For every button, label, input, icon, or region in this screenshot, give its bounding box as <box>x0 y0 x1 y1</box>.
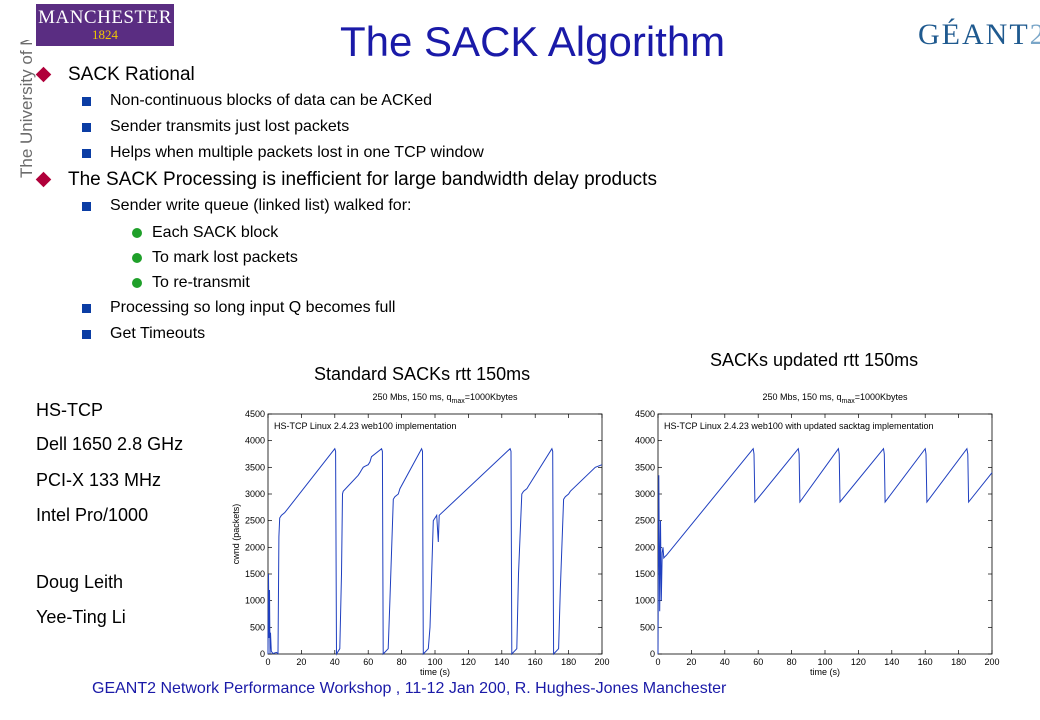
chart-title: 250 Mbs, 150 ms, qmax=1000Kbytes <box>762 392 908 405</box>
y-tick-label: 3500 <box>245 462 265 472</box>
x-tick-label: 160 <box>528 657 543 667</box>
manchester-logo-year: 1824 <box>92 27 118 42</box>
x-tick-label: 100 <box>817 657 832 667</box>
geant-logo: GÉANT2 <box>918 18 1040 52</box>
square-bullet-icon <box>82 123 91 132</box>
x-axis-label: time (s) <box>420 667 450 677</box>
side-info-line: Doug Leith <box>36 572 124 592</box>
x-tick-label: 120 <box>851 657 866 667</box>
bullet-text: Each SACK block <box>152 224 279 241</box>
y-tick-label: 0 <box>650 649 655 659</box>
y-tick-label: 2000 <box>635 542 655 552</box>
side-info-line: PCI-X 133 MHz <box>36 470 162 490</box>
manchester-logo-text: MANCHESTER <box>38 7 172 28</box>
chart-legend: HS-TCP Linux 2.4.23 web100 with updated … <box>664 421 934 431</box>
y-tick-label: 3000 <box>635 489 655 499</box>
x-tick-label: 20 <box>296 657 306 667</box>
side-info-line: Yee-Ting Li <box>36 607 126 627</box>
cwnd-chart-standard: 250 Mbs, 150 ms, qmax=1000Kbytes 0 20 40 60 8… <box>231 392 610 677</box>
x-tick-label: 0 <box>265 657 270 667</box>
chart-legend: HS-TCP Linux 2.4.23 web100 implementatio… <box>274 421 456 431</box>
y-tick-label: 2000 <box>245 542 265 552</box>
square-bullet-icon <box>82 202 91 211</box>
y-tick-label: 1500 <box>635 569 655 579</box>
geant-logo-text: GÉANT <box>918 18 1030 51</box>
bullet-text: Get Timeouts <box>110 325 206 342</box>
series-line <box>267 447 603 656</box>
side-info-line: HS-TCP <box>36 400 103 420</box>
university-logo-text: The University of Manchester <box>17 40 36 178</box>
plot-frame <box>267 413 603 655</box>
square-bullet-icon <box>82 304 91 313</box>
bullet-text: To mark lost packets <box>152 249 298 266</box>
x-axis-label: time (s) <box>810 667 840 677</box>
y-tick-label: 3000 <box>245 489 265 499</box>
side-info-line: Dell 1650 2.8 GHz <box>36 434 184 454</box>
y-axis-label: cwnd (packets) <box>231 504 241 565</box>
legend-label: HS-TCP Linux 2.4.23 web100 with updated … <box>664 421 934 431</box>
y-tick-label: 1500 <box>245 569 265 579</box>
x-tick-label: 180 <box>951 657 966 667</box>
y-tick-label: 2500 <box>245 516 265 526</box>
bullet-text: Helps when multiple packets lost in one … <box>110 144 484 161</box>
dot-bullet-icon <box>132 253 142 263</box>
square-bullet-icon <box>82 97 91 106</box>
bullet-text: To re-transmit <box>152 274 250 291</box>
bullet-text: The SACK Processing is inefficient for l… <box>68 169 657 190</box>
x-tick-label: 20 <box>686 657 696 667</box>
bullet-text: Processing so long input Q becomes full <box>110 299 396 316</box>
series-line <box>657 447 993 655</box>
y-tick-label: 2500 <box>635 516 655 526</box>
dot-bullet-icon <box>132 228 142 238</box>
y-tick-label: 0 <box>260 649 265 659</box>
y-tick-label: 4000 <box>635 436 655 446</box>
x-tick-label: 80 <box>787 657 797 667</box>
manchester-logo: MANCHESTER 1824 <box>36 4 174 46</box>
bullet-text: Sender write queue (linked list) walked … <box>110 197 412 214</box>
x-tick-label: 160 <box>918 657 933 667</box>
x-tick-label: 100 <box>427 657 442 667</box>
chart-title: 250 Mbs, 150 ms, qmax=1000Kbytes <box>372 392 518 405</box>
x-tick-label: 60 <box>363 657 373 667</box>
x-tick-label: 120 <box>461 657 476 667</box>
x-tick-label: 40 <box>330 657 340 667</box>
bullet-text: Sender transmits just lost packets <box>110 118 350 135</box>
x-tick-label: 40 <box>720 657 730 667</box>
square-bullet-icon <box>82 149 91 158</box>
y-tick-label: 500 <box>640 622 655 632</box>
x-tick-label: 0 <box>655 657 660 667</box>
y-tick-label: 500 <box>250 622 265 632</box>
chart-caption-left: Standard SACKs rtt 150ms <box>314 364 531 384</box>
x-tick-label: 200 <box>984 657 999 667</box>
y-tick-label: 4500 <box>245 409 265 419</box>
chart-caption-right: SACKs updated rtt 150ms <box>710 350 919 370</box>
plot-frame <box>657 413 993 655</box>
x-tick-label: 60 <box>753 657 763 667</box>
y-tick-label: 1000 <box>635 596 655 606</box>
university-vertical-logo: The University of Manchester <box>17 40 36 178</box>
y-tick-label: 4500 <box>635 409 655 419</box>
slide-title: The SACK Algorithm <box>340 18 726 65</box>
geant-logo-number: 2 <box>1029 18 1040 51</box>
square-bullet-icon <box>82 330 91 339</box>
y-tick-label: 3500 <box>635 462 655 472</box>
x-tick-label: 180 <box>561 657 576 667</box>
y-tick-label: 4000 <box>245 436 265 446</box>
y-tick-label: 1000 <box>245 596 265 606</box>
x-tick-label: 80 <box>397 657 407 667</box>
x-tick-label: 140 <box>494 657 509 667</box>
slide-footer: GEANT2 Network Performance Workshop , 11… <box>92 680 727 697</box>
x-tick-label: 140 <box>884 657 899 667</box>
dot-bullet-icon <box>132 278 142 288</box>
side-info-line: Intel Pro/1000 <box>36 505 149 525</box>
cwnd-chart-updated: 250 Mbs, 150 ms, qmax=1000Kbytes 0 20 40 60 8… <box>635 392 1000 677</box>
bullet-text: Non-continuous blocks of data can be ACK… <box>110 92 432 109</box>
legend-label: HS-TCP Linux 2.4.23 web100 implementatio… <box>274 421 456 431</box>
x-tick-label: 200 <box>594 657 609 667</box>
bullet-text: SACK Rational <box>68 64 195 85</box>
